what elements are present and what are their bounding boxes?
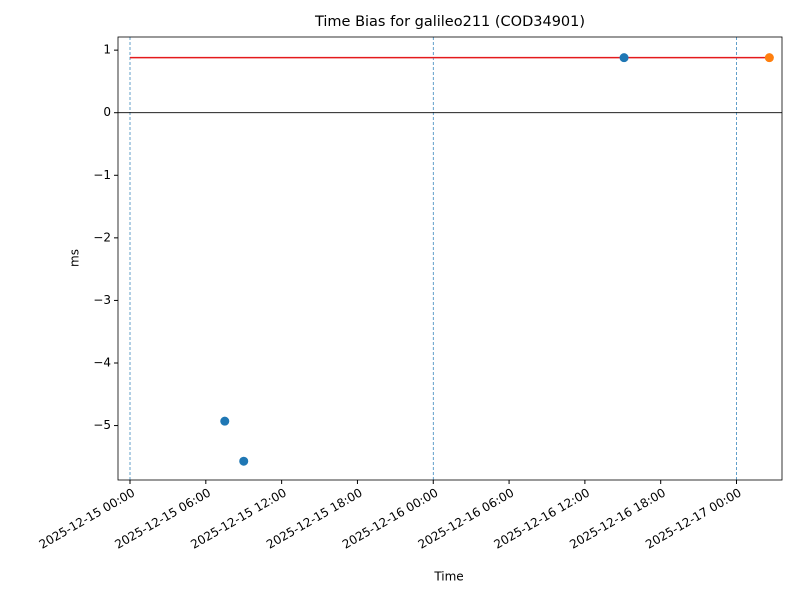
y-tick-label: 0	[103, 105, 111, 119]
point	[239, 456, 249, 466]
chart-title: Time Bias for galileo211 (COD34901)	[314, 14, 585, 30]
point	[764, 53, 774, 63]
y-tick-label: 1	[103, 43, 111, 57]
y-tick-label: −4	[93, 355, 111, 369]
point	[220, 416, 230, 426]
y-tick-label: −5	[93, 418, 111, 432]
x-axis-label: Time	[433, 570, 463, 584]
y-tick-label: −1	[93, 168, 111, 182]
y-axis-label: ms	[68, 249, 82, 267]
y-tick-label: −3	[93, 293, 111, 307]
plot-frame	[117, 36, 783, 481]
y-tick-label: −2	[93, 230, 111, 244]
point	[619, 53, 629, 63]
